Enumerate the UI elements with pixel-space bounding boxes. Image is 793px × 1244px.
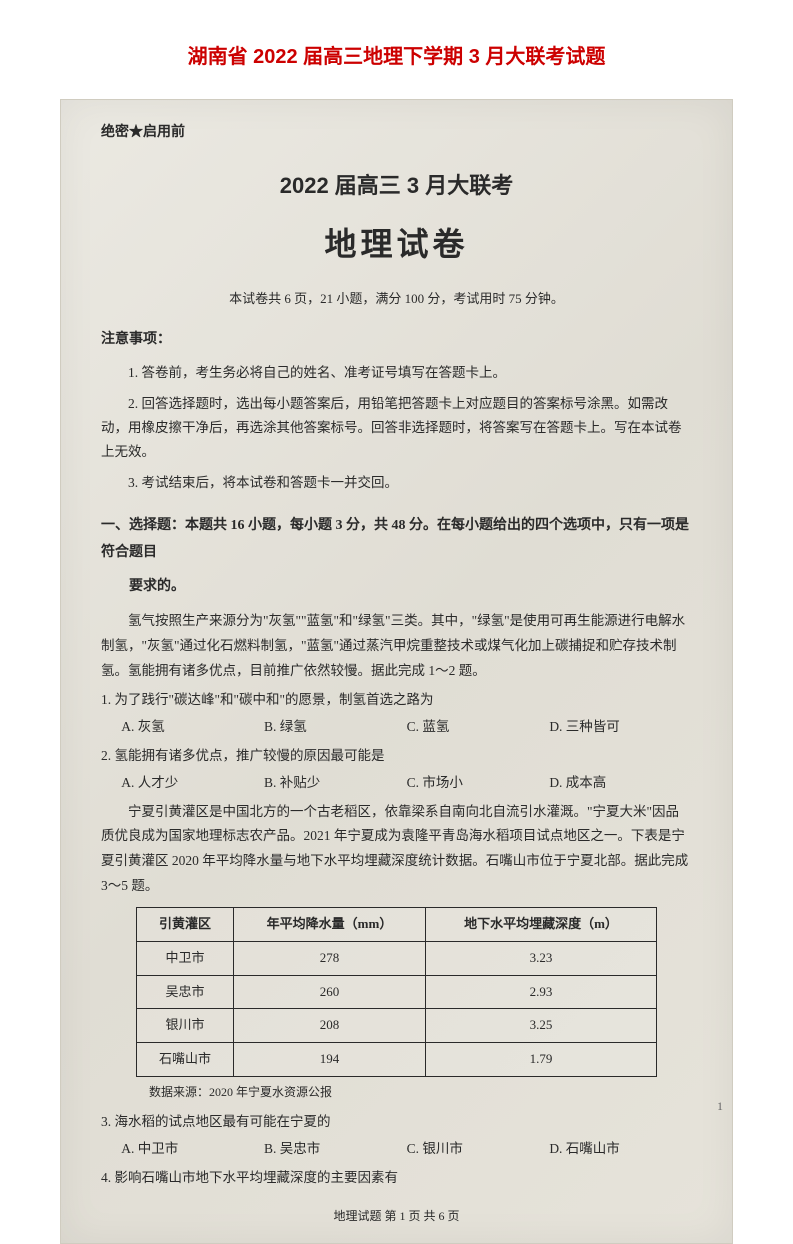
instruction-1: 1. 答卷前，考生务必将自己的姓名、准考证号填写在答题卡上。	[101, 361, 692, 385]
cell-region: 吴忠市	[137, 975, 233, 1009]
q3-option-b: B. 吴忠市	[264, 1136, 407, 1162]
q3-option-c: C. 银川市	[407, 1136, 550, 1162]
doc-page-number: 1	[717, 1099, 723, 1114]
question-4: 4. 影响石嘴山市地下水平均埋藏深度的主要因素有	[101, 1166, 692, 1190]
table-row: 银川市 208 3.25	[137, 1009, 656, 1043]
cell-depth: 1.79	[426, 1043, 656, 1077]
cell-depth: 3.23	[426, 942, 656, 976]
q2-option-d: D. 成本高	[549, 770, 692, 796]
table-source: 数据来源：2020 年宁夏水资源公报	[101, 1081, 692, 1104]
section-1-header-sub: 要求的。	[129, 574, 692, 601]
cell-precip: 194	[233, 1043, 426, 1077]
q2-option-c: C. 市场小	[407, 770, 550, 796]
table-row: 吴忠市 260 2.93	[137, 975, 656, 1009]
q2-option-b: B. 补贴少	[264, 770, 407, 796]
passage-2: 宁夏引黄灌区是中国北方的一个古老稻区，依靠梁系自南向北自流引水灌溉。"宁夏大米"…	[101, 800, 692, 900]
section-1-header: 一、选择题：本题共 16 小题，每小题 3 分，共 48 分。在每小题给出的四个…	[101, 513, 692, 566]
q1-option-c: C. 蓝氢	[407, 714, 550, 740]
cell-depth: 2.93	[426, 975, 656, 1009]
q3-option-d: D. 石嘴山市	[549, 1136, 692, 1162]
q1-options: A. 灰氢 B. 绿氢 C. 蓝氢 D. 三种皆可	[101, 714, 692, 740]
col-precip: 年平均降水量（mm）	[233, 908, 426, 942]
exam-meta-info: 本试卷共 6 页，21 小题，满分 100 分，考试用时 75 分钟。	[101, 287, 692, 312]
passage-1: 氢气按照生产来源分为"灰氢""蓝氢"和"绿氢"三类。其中，"绿氢"是使用可再生能…	[101, 609, 692, 684]
exam-subject-title: 地理试卷	[101, 214, 692, 275]
cell-precip: 260	[233, 975, 426, 1009]
instruction-2-text: 2. 回答选择题时，选出每小题答案后，用铅笔把答题卡上对应题目的答案标号涂黑。如…	[101, 396, 682, 460]
col-depth: 地下水平均埋藏深度（m）	[426, 908, 656, 942]
q2-option-a: A. 人才少	[121, 770, 264, 796]
q3-option-a: A. 中卫市	[121, 1136, 264, 1162]
q3-options: A. 中卫市 B. 吴忠市 C. 银川市 D. 石嘴山市	[101, 1136, 692, 1162]
question-2: 2. 氢能拥有诸多优点，推广较慢的原因最可能是	[101, 744, 692, 768]
q1-option-b: B. 绿氢	[264, 714, 407, 740]
q1-option-a: A. 灰氢	[121, 714, 264, 740]
cell-region: 银川市	[137, 1009, 233, 1043]
table-header-row: 引黄灌区 年平均降水量（mm） 地下水平均埋藏深度（m）	[137, 908, 656, 942]
cell-precip: 208	[233, 1009, 426, 1043]
scanned-exam-paper: 绝密★启用前 2022 届高三 3 月大联考 地理试卷 本试卷共 6 页，21 …	[60, 99, 733, 1244]
confidential-seal: 绝密★启用前	[101, 120, 692, 147]
instruction-2: 2. 回答选择题时，选出每小题答案后，用铅笔把答题卡上对应题目的答案标号涂黑。如…	[101, 392, 692, 465]
cell-precip: 278	[233, 942, 426, 976]
col-region: 引黄灌区	[137, 908, 233, 942]
instruction-3: 3. 考试结束后，将本试卷和答题卡一并交回。	[101, 471, 692, 495]
exam-header: 2022 届高三 3 月大联考	[101, 165, 692, 207]
notice-header: 注意事项：	[101, 327, 692, 354]
q2-options: A. 人才少 B. 补贴少 C. 市场小 D. 成本高	[101, 770, 692, 796]
cell-region: 中卫市	[137, 942, 233, 976]
table-row: 中卫市 278 3.23	[137, 942, 656, 976]
table-row: 石嘴山市 194 1.79	[137, 1043, 656, 1077]
cell-region: 石嘴山市	[137, 1043, 233, 1077]
q1-option-d: D. 三种皆可	[549, 714, 692, 740]
cell-depth: 3.25	[426, 1009, 656, 1043]
page-wrapper: 湖南省 2022 届高三地理下学期 3 月大联考试题 绝密★启用前 2022 届…	[0, 0, 793, 1122]
question-1: 1. 为了践行"碳达峰"和"碳中和"的愿景，制氢首选之路为	[101, 688, 692, 712]
precipitation-table: 引黄灌区 年平均降水量（mm） 地下水平均埋藏深度（m） 中卫市 278 3.2…	[136, 907, 656, 1076]
exam-page-footer: 地理试题 第 1 页 共 6 页	[101, 1205, 692, 1228]
document-title: 湖南省 2022 届高三地理下学期 3 月大联考试题	[60, 40, 733, 69]
